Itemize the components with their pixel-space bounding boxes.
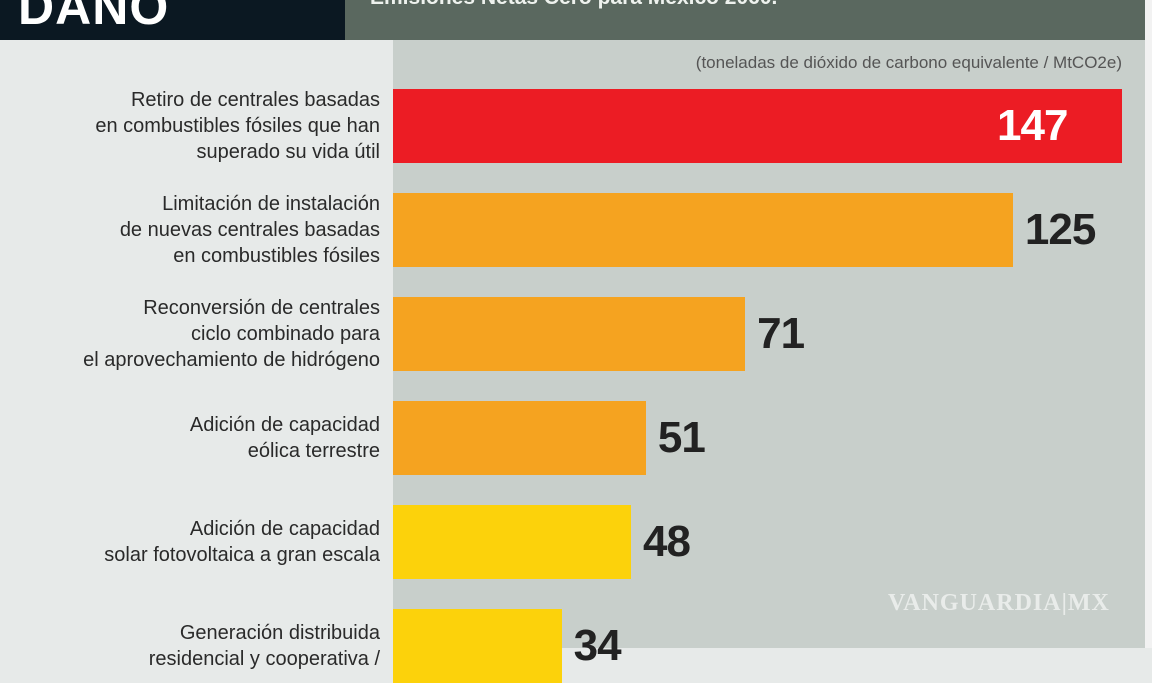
header-title-block: DAÑO — [0, 0, 345, 40]
category-label: Reconversión de centrales ciclo combinad… — [83, 297, 380, 371]
value-label: 147 — [997, 101, 1068, 150]
category-label: Limitación de instalación de nuevas cent… — [119, 193, 380, 267]
bar — [393, 505, 632, 579]
value-label: 48 — [643, 517, 691, 566]
category-label: Retiro de centrales basadas en combustib… — [95, 89, 380, 163]
unit-label: (toneladas de dióxido de carbono equival… — [695, 53, 1122, 72]
value-label: 71 — [757, 309, 805, 358]
watermark-logo: VANGUARDIA|MX — [888, 590, 1110, 616]
category-label: Adición de capacidad solar fotovoltaica … — [104, 518, 380, 566]
bar — [393, 193, 1013, 267]
bar — [393, 401, 646, 475]
header-subtitle-block: Emisiones Netas Cero para México 2060. — [345, 0, 1145, 40]
value-label: 125 — [1024, 205, 1096, 254]
bar — [393, 297, 746, 371]
bar — [393, 609, 562, 683]
value-label: 51 — [657, 413, 706, 462]
category-label: Generación distribuida residencial y coo… — [148, 622, 380, 670]
bar — [393, 89, 1122, 163]
right-edge — [1145, 0, 1152, 648]
value-label: 34 — [573, 621, 622, 670]
category-label: Adición de capacidad eólica terrestre — [189, 414, 380, 462]
chart-subtitle: Emisiones Netas Cero para México 2060. — [370, 0, 777, 10]
chart-title: DAÑO — [18, 0, 170, 35]
